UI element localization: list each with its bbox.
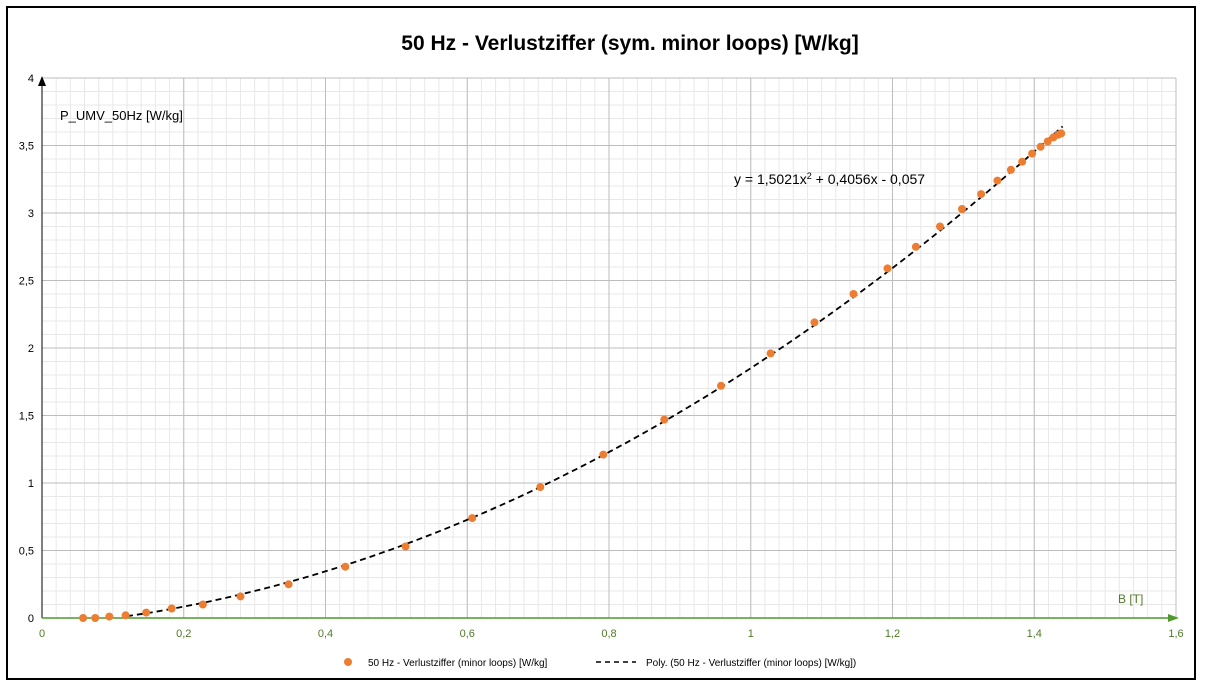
data-point <box>717 381 725 390</box>
data-point <box>167 604 176 613</box>
data-point <box>468 514 477 523</box>
x-axis-arrow <box>1168 614 1179 622</box>
trendline-path <box>126 125 1064 618</box>
x-tick-label: 0,8 <box>601 628 616 640</box>
data-point <box>401 542 410 551</box>
y-tick-label: 1,5 <box>19 411 34 423</box>
data-point <box>198 600 207 609</box>
data-point <box>341 562 350 571</box>
data-point <box>810 318 819 327</box>
scatter-points <box>79 129 1066 622</box>
y-tick-label: 1 <box>28 478 34 490</box>
axes <box>38 76 1179 622</box>
x-tick-label: 0,4 <box>318 628 333 640</box>
legend-label-trendline: Poly. (50 Hz - Verlustziffer (minor loop… <box>646 658 856 669</box>
data-point <box>1043 137 1052 146</box>
y-tick-label: 3,5 <box>19 141 34 153</box>
legend-marker-scatter <box>344 658 352 666</box>
data-point <box>1036 142 1045 151</box>
chart-svg: 50 Hz - Verlustziffer (sym. minor loops)… <box>19 32 1184 669</box>
x-tick-label: 0,2 <box>176 628 191 640</box>
data-point <box>1057 129 1066 138</box>
legend: 50 Hz - Verlustziffer (minor loops) [W/k… <box>344 658 856 669</box>
data-point <box>142 608 151 617</box>
data-point <box>911 242 920 251</box>
data-point <box>284 580 293 589</box>
y-tick-label: 4 <box>28 73 34 85</box>
data-point <box>958 205 966 213</box>
data-point <box>1018 157 1027 166</box>
data-point <box>79 614 88 622</box>
grid <box>41 77 1177 619</box>
trendline-equation: y = 1,5021x2 + 0,4056x - 0,057 <box>734 171 925 187</box>
chart-frame: 50 Hz - Verlustziffer (sym. minor loops)… <box>6 6 1196 680</box>
data-point <box>993 176 1002 185</box>
chart-title: 50 Hz - Verlustziffer (sym. minor loops)… <box>401 32 858 55</box>
tick-labels: 0 0,5 1 1,5 2 2,5 3 3,5 4 0 0,2 0,4 0,6 0,8 1 1,2 1,4 1,6 <box>19 73 1184 640</box>
x-tick-label: 1,6 <box>1168 628 1183 640</box>
x-tick-label: 1 <box>748 628 754 640</box>
y-tick-label: 0,5 <box>19 546 34 558</box>
x-tick-label: 1,2 <box>885 628 900 640</box>
y-axis-arrow <box>38 76 46 86</box>
data-point <box>977 190 986 199</box>
data-point <box>599 450 608 459</box>
data-point <box>660 415 669 424</box>
data-point <box>849 290 858 298</box>
data-point <box>1028 149 1037 158</box>
data-point <box>121 611 130 620</box>
data-point <box>91 614 100 622</box>
data-point <box>105 612 114 621</box>
trendline <box>126 125 1064 618</box>
y-tick-label: 3 <box>28 208 34 220</box>
data-point <box>766 349 775 358</box>
x-tick-label: 0,6 <box>460 628 475 640</box>
legend-label-scatter: 50 Hz - Verlustziffer (minor loops) [W/k… <box>368 658 548 669</box>
data-point <box>883 264 892 273</box>
y-axis-label: P_UMV_50Hz [W/kg] <box>60 108 183 123</box>
data-point <box>236 592 245 601</box>
y-tick-label: 2,5 <box>19 276 34 288</box>
x-tick-label: 1,4 <box>1027 628 1042 640</box>
data-point <box>536 483 545 492</box>
data-point <box>1006 165 1015 174</box>
y-tick-label: 2 <box>28 343 34 355</box>
y-tick-label: 0 <box>28 613 34 625</box>
x-axis-label: B [T] <box>1118 592 1143 606</box>
data-point <box>936 222 944 231</box>
x-tick-label: 0 <box>39 628 45 640</box>
